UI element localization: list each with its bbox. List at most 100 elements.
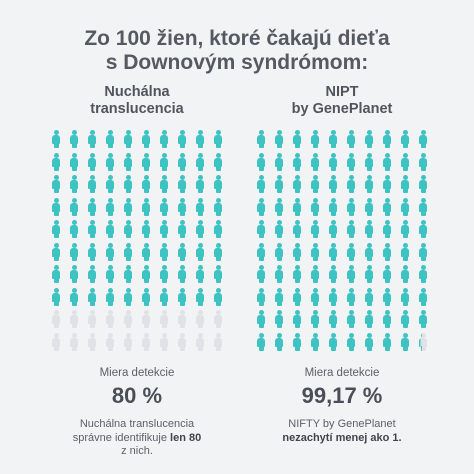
column-nipt-geneplanet: NIPT by GenePlanet Miera detekcie 99,17 … <box>242 84 442 444</box>
person-icon <box>400 332 410 351</box>
person-icon <box>213 265 223 283</box>
person-icon <box>310 130 320 148</box>
person-icon <box>382 220 392 238</box>
rate-value: 99,17 % <box>301 383 383 408</box>
person-icon <box>123 287 133 306</box>
person-icon <box>256 265 266 283</box>
person-icon <box>328 220 338 238</box>
person-icon <box>274 310 284 328</box>
person-icon <box>195 175 205 193</box>
person-icon <box>123 130 133 148</box>
person-icon <box>400 265 410 283</box>
person-icon <box>51 220 61 238</box>
person-icon <box>382 287 392 306</box>
description-line-3: z nich. <box>121 445 153 457</box>
person-icon <box>292 130 302 148</box>
person-icon <box>418 332 428 351</box>
person-icon <box>256 220 266 238</box>
person-icon <box>141 175 151 193</box>
person-icon <box>292 220 302 238</box>
person-icon <box>51 265 61 283</box>
person-icon <box>310 310 320 328</box>
person-icon <box>310 220 320 238</box>
person-icon <box>346 310 356 328</box>
person-icon <box>177 287 187 306</box>
person-icon <box>195 197 205 216</box>
person-icon <box>105 197 115 216</box>
person-icon <box>346 197 356 216</box>
person-icon <box>141 130 151 148</box>
person-icon <box>256 175 266 193</box>
person-icon <box>105 265 115 283</box>
person-icon <box>274 197 284 216</box>
person-icon <box>346 175 356 193</box>
person-icon <box>382 175 392 193</box>
person-icon <box>195 152 205 171</box>
person-icon <box>177 152 187 171</box>
person-icon <box>364 175 374 193</box>
person-icon <box>400 242 410 261</box>
page-title: Zo 100 žien, ktoré čakajú dieťa s Downov… <box>0 27 474 75</box>
person-icon <box>418 287 428 306</box>
person-icon <box>274 242 284 261</box>
person-icon <box>364 287 374 306</box>
person-icon <box>87 310 97 328</box>
person-icon <box>87 287 97 306</box>
person-icon <box>382 310 392 328</box>
person-icon <box>87 220 97 238</box>
rate-label: Miera detekcie <box>304 367 380 379</box>
person-icon <box>159 152 169 171</box>
person-icon <box>418 152 428 171</box>
person-icon <box>364 242 374 261</box>
person-icon <box>141 242 151 261</box>
person-icon <box>310 197 320 216</box>
person-icon <box>364 310 374 328</box>
person-icon <box>328 287 338 306</box>
person-icon <box>346 152 356 171</box>
person-icon <box>123 175 133 193</box>
person-icon <box>213 310 223 328</box>
person-icon <box>328 152 338 171</box>
person-icon <box>418 197 428 216</box>
description-line-1: Nuchálna translucencia <box>79 418 195 430</box>
person-icon <box>195 242 205 261</box>
person-icon <box>256 197 266 216</box>
person-icon <box>328 265 338 283</box>
person-icon <box>256 242 266 261</box>
person-icon <box>346 265 356 283</box>
person-icon <box>382 152 392 171</box>
person-icon <box>213 152 223 171</box>
person-icon <box>382 130 392 148</box>
person-icon <box>141 152 151 171</box>
person-icon <box>346 220 356 238</box>
person-icon <box>292 310 302 328</box>
person-icon <box>141 265 151 283</box>
person-icon <box>105 152 115 171</box>
rate-value: 80 % <box>111 383 163 408</box>
column-nuchal-translucency: Nuchálna translucencia Miera detekcie 80… <box>37 84 237 457</box>
description-bold: len 80 <box>170 431 202 444</box>
person-icon <box>274 287 284 306</box>
person-icon <box>141 287 151 306</box>
person-icon <box>292 332 302 351</box>
person-icon <box>177 220 187 238</box>
person-icon <box>51 287 61 306</box>
person-icon <box>364 220 374 238</box>
person-icon <box>177 197 187 216</box>
person-icon <box>364 265 374 283</box>
person-icon <box>400 130 410 148</box>
person-icon <box>123 242 133 261</box>
description: NIFTY by GenePlanet nezachytí menej ako … <box>242 418 442 445</box>
person-icon <box>69 332 79 351</box>
person-icon <box>87 332 97 351</box>
person-icon <box>310 175 320 193</box>
person-icon <box>105 220 115 238</box>
person-icon <box>256 332 266 351</box>
person-icon <box>274 332 284 351</box>
person-icon <box>213 197 223 216</box>
person-icon <box>141 332 151 351</box>
person-icon <box>69 242 79 261</box>
person-icon <box>274 265 284 283</box>
person-icon <box>69 310 79 328</box>
person-icon <box>418 175 428 193</box>
